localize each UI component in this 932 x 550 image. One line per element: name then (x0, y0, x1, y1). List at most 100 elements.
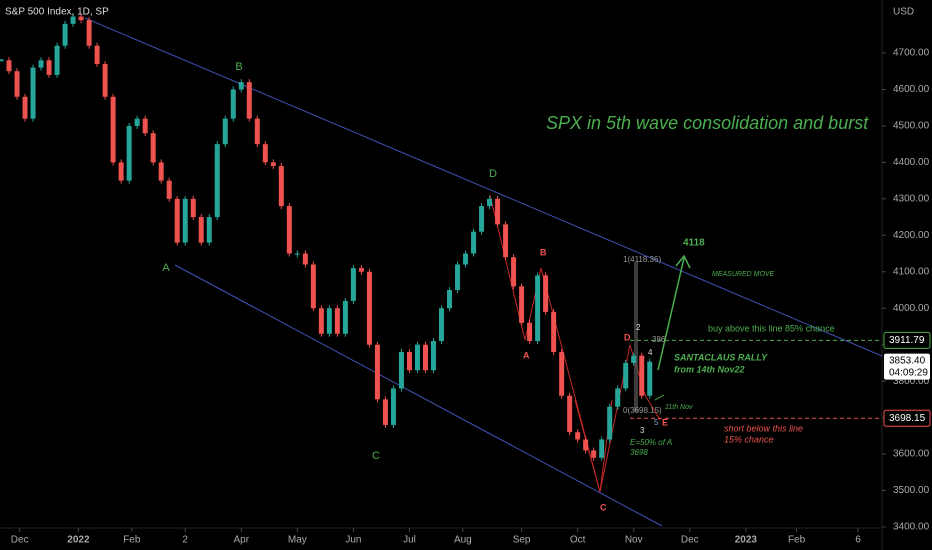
candle (86, 20, 92, 46)
annotation: 0(3698.15) (623, 406, 662, 415)
price-badge-label: 3911.79 (889, 335, 925, 346)
candle (150, 133, 156, 163)
x-tick-label: May (288, 535, 307, 546)
candle (631, 355, 637, 363)
y-tick-label: 4700.00 (893, 48, 930, 59)
candle (430, 341, 436, 371)
annotation: 4 (648, 348, 653, 357)
candle (14, 71, 20, 97)
annotation: 1(4118.36) (623, 255, 661, 264)
candle (447, 290, 453, 309)
annotation: C (372, 450, 380, 462)
chart-title: S&P 500 Index, 1D, SP (5, 7, 109, 18)
x-tick-label: Oct (570, 535, 586, 546)
candle (334, 308, 340, 334)
y-tick-label: 4000.00 (893, 303, 930, 314)
candle (198, 217, 204, 243)
annotation: from 14th Nov22 (674, 364, 745, 374)
countdown: 04:09:29 (889, 367, 928, 378)
annotation: short below this line (724, 423, 803, 433)
candle (174, 198, 180, 243)
measure-bar (634, 262, 638, 412)
candle (254, 118, 260, 145)
candle (118, 162, 124, 181)
candle (366, 271, 372, 345)
candle (342, 300, 348, 334)
candle (38, 60, 44, 68)
candle (182, 198, 188, 243)
candle (30, 67, 36, 119)
annotation: B (235, 61, 242, 73)
candle (471, 231, 477, 254)
y-tick-label: 4300.00 (893, 193, 930, 204)
candle (6, 60, 12, 72)
candle (62, 23, 68, 46)
candle (358, 268, 364, 272)
candle (222, 118, 228, 145)
candle (591, 450, 597, 458)
annotation: 3698 (630, 448, 648, 457)
candle (607, 406, 613, 440)
x-tick-label: Jun (345, 535, 361, 546)
last-price-label: 3853.40 (889, 355, 926, 366)
annotation: 3 (640, 426, 645, 435)
candle (543, 275, 549, 312)
y-tick-label: 4500.00 (893, 121, 930, 132)
y-tick-label: 4100.00 (893, 266, 930, 277)
candle (302, 253, 308, 265)
annotation: B (540, 247, 547, 257)
annotation: C (600, 502, 607, 512)
candle (551, 311, 557, 352)
annotation: A (523, 350, 530, 360)
candle (134, 118, 140, 126)
candle (414, 344, 420, 371)
candle (126, 125, 132, 181)
annotation: 15% chance (724, 434, 774, 444)
candle (527, 322, 533, 342)
headline: SPX in 5th wave consolidation and burst (546, 113, 869, 133)
x-tick-label: Jul (403, 535, 416, 546)
plot (0, 13, 653, 461)
annotation: 11th Nov (665, 404, 693, 411)
y-tick-label: 4400.00 (893, 157, 930, 168)
candle (286, 206, 292, 254)
annotation: buy above this line 85% chance (708, 323, 835, 333)
annotation: MEASURED MOVE (712, 271, 775, 278)
candle (535, 275, 541, 342)
x-tick-label: 2023 (735, 535, 758, 546)
annotation: 4118 (683, 238, 705, 249)
candle (647, 361, 653, 396)
candle (623, 362, 629, 389)
annotation: D (624, 332, 631, 342)
x-tick-label: 2 (182, 535, 188, 546)
annotation: D (489, 168, 497, 180)
candle (463, 253, 469, 265)
candle (495, 198, 501, 225)
channel-lower (174, 264, 663, 527)
candle (318, 308, 324, 334)
x-tick-label: 2022 (67, 535, 90, 546)
last-price-badge (884, 353, 930, 380)
candle (102, 63, 108, 97)
candle (94, 45, 100, 64)
candle (326, 308, 332, 334)
candle (390, 388, 396, 425)
candle (382, 399, 388, 425)
arrow-head (675, 254, 691, 269)
candle (639, 355, 645, 396)
x-tick-label: Nov (625, 535, 643, 546)
currency: USD (893, 7, 914, 18)
candle (190, 198, 196, 218)
candle (599, 439, 605, 458)
candle (503, 224, 509, 258)
candle (166, 180, 172, 199)
candle (519, 286, 525, 323)
x-tick-label: Feb (788, 535, 806, 546)
candle (567, 395, 573, 433)
candle (110, 96, 116, 163)
candle (294, 253, 300, 255)
candle (398, 351, 404, 389)
candle (310, 264, 316, 309)
